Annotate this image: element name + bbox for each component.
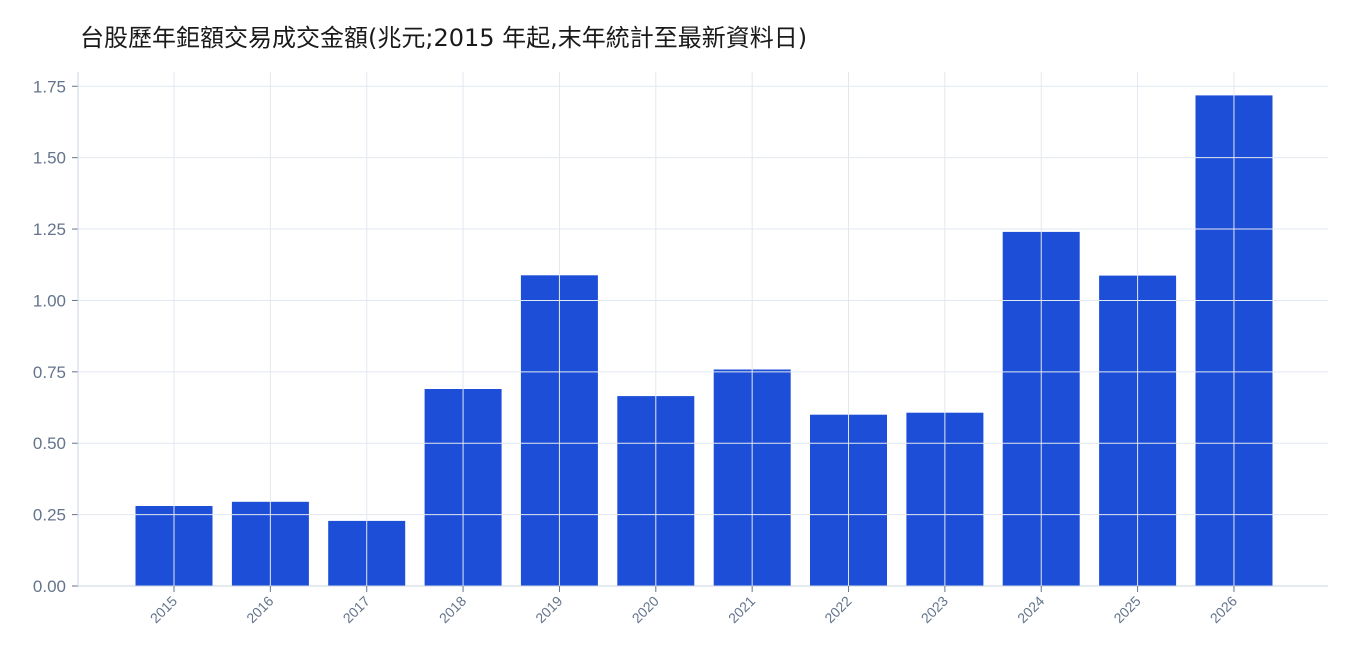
- y-tick-label: 1.75: [33, 77, 66, 96]
- y-tick-label: 0.75: [33, 363, 66, 382]
- y-tick-label: 0.25: [33, 506, 66, 525]
- x-tick-label-2016: 2016: [243, 593, 276, 626]
- grid-layer: [78, 72, 1328, 587]
- y-tick-label: 0.50: [33, 434, 66, 453]
- y-tick-label: 1.25: [33, 220, 66, 239]
- x-tick-label-2024: 2024: [1014, 593, 1047, 626]
- x-tick-label-2020: 2020: [629, 593, 662, 626]
- x-tick-label-2026: 2026: [1207, 593, 1240, 626]
- axes-layer: [72, 72, 1328, 592]
- x-tick-label-2022: 2022: [821, 593, 854, 626]
- x-tick-label-2021: 2021: [725, 593, 758, 626]
- y-tick-label: 1.00: [33, 291, 66, 310]
- x-tick-label-2023: 2023: [918, 593, 951, 626]
- x-tick-label-2019: 2019: [532, 593, 565, 626]
- x-tick-label-2017: 2017: [339, 593, 372, 626]
- x-tick-label-2025: 2025: [1110, 593, 1143, 626]
- y-tick-label: 0.00: [33, 577, 66, 596]
- bars-layer: [135, 95, 1273, 587]
- x-tick-label-2015: 2015: [147, 593, 180, 626]
- chart-title: 台股歷年鉅額交易成交金額(兆元;2015 年起,末年統計至最新資料日): [80, 24, 808, 52]
- y-tick-label: 1.50: [33, 149, 66, 168]
- x-tick-label-2018: 2018: [436, 593, 469, 626]
